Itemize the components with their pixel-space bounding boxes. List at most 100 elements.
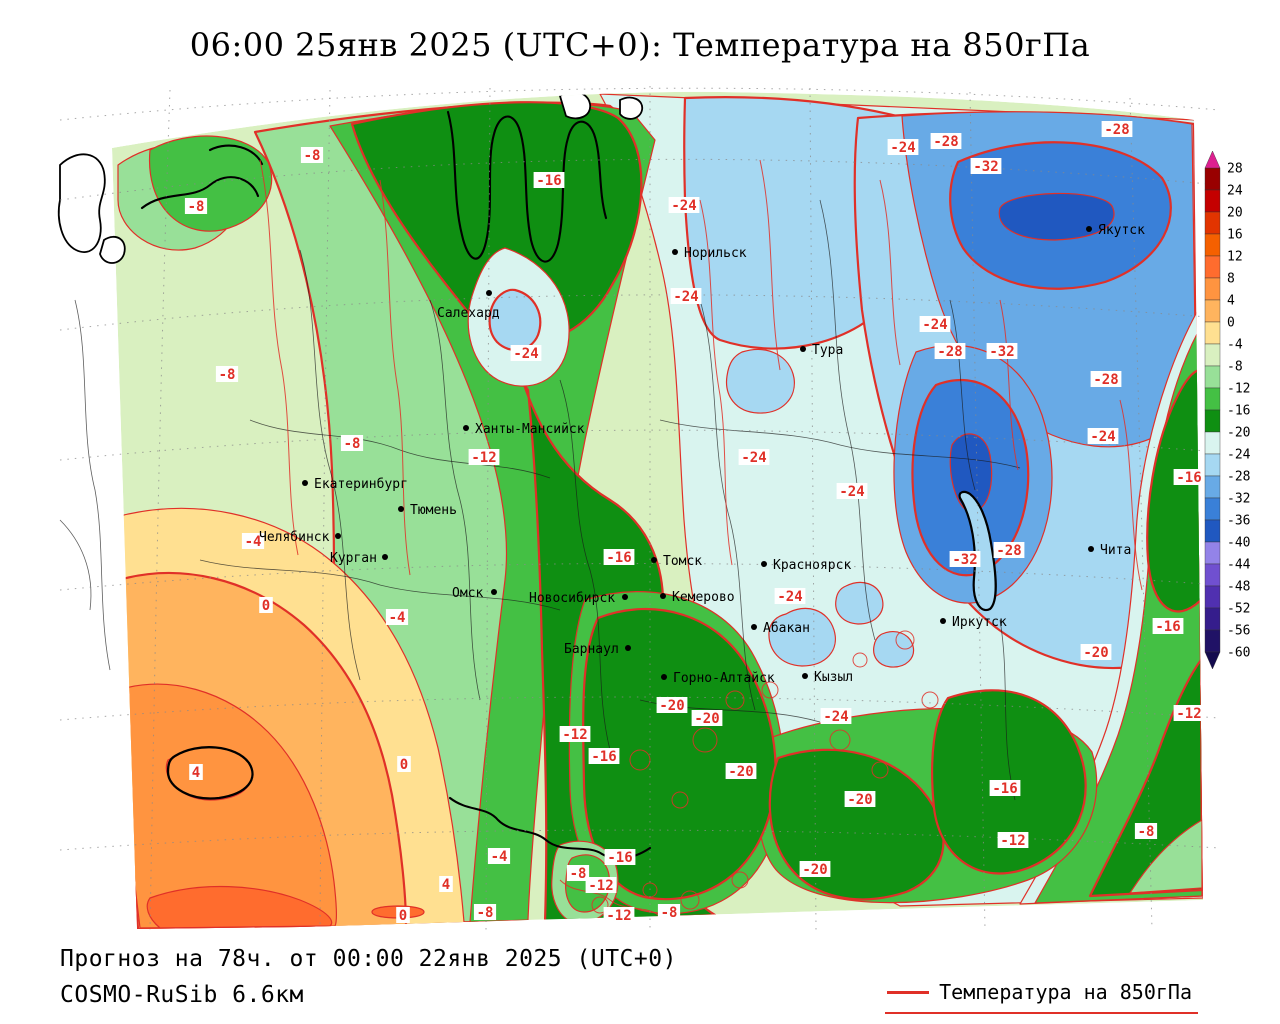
contour-label: 4 xyxy=(192,765,200,781)
contour-label-box xyxy=(738,449,770,465)
city-label: Омск xyxy=(452,586,483,601)
city-label: Чита xyxy=(1100,543,1131,558)
colorbar-tick-label: 28 xyxy=(1227,162,1243,177)
contour-label: -16 xyxy=(591,749,616,765)
city-dot xyxy=(651,557,657,563)
contour-label-box xyxy=(241,533,265,549)
colorbar-tick-label: 20 xyxy=(1227,206,1243,221)
minor-contour-loop xyxy=(852,652,868,668)
region-ob-tongue-core xyxy=(488,288,542,352)
colorbar-tick-label: -20 xyxy=(1227,426,1250,441)
contour-label-box xyxy=(997,832,1029,848)
contour-label-box xyxy=(970,158,1002,174)
contour-label-box xyxy=(487,848,511,864)
city-dot xyxy=(1086,226,1092,232)
contour-label: -4 xyxy=(491,849,508,865)
contour-label-box xyxy=(993,542,1025,558)
contour-label: -32 xyxy=(973,159,998,175)
region-south-dark-1 xyxy=(582,607,777,901)
city-dot xyxy=(802,673,808,679)
city-dot xyxy=(398,506,404,512)
city-label: Новосибирск xyxy=(529,591,615,606)
colorbar-band xyxy=(1204,607,1221,631)
region-minus24-pocket-3 xyxy=(873,631,915,668)
city-label: Норильск xyxy=(684,246,747,261)
contour-label-box xyxy=(887,139,919,155)
minor-contour-loop xyxy=(731,871,749,889)
city-label: Ханты-Мансийск xyxy=(475,422,585,437)
minor-contour xyxy=(879,179,901,366)
contour-label-box xyxy=(385,609,409,625)
contour-label-box xyxy=(439,876,453,892)
contour-label: -28 xyxy=(996,543,1021,559)
contour-label-box xyxy=(1134,823,1158,839)
colorbar-tick-label: 4 xyxy=(1227,294,1235,309)
colorbar-tick-label: 8 xyxy=(1227,272,1235,287)
colorbar: 28 24 20 16 12 8 4 0 -4 -8 -12 -16 -20 -24 -28 -32 -36 -4… xyxy=(1204,150,1251,670)
region-minus24-pocket-2 xyxy=(835,581,884,625)
colorbar-band xyxy=(1204,277,1221,301)
contour-label-box xyxy=(986,343,1018,359)
temperature-field xyxy=(112,91,1203,929)
colorbar-tick-label: -12 xyxy=(1227,382,1250,397)
contour-label-box xyxy=(585,877,617,893)
colorbar-band xyxy=(1204,343,1221,367)
contour-label-box xyxy=(259,597,273,613)
contour-label-box xyxy=(603,907,635,923)
colorbar-tick-label: -60 xyxy=(1227,646,1250,661)
contour-label: -24 xyxy=(673,289,698,305)
contour-label-box xyxy=(949,551,981,567)
contour-label-box xyxy=(799,861,831,877)
colorbar-tick-label: 16 xyxy=(1227,228,1243,243)
colorbar-tick-label: -32 xyxy=(1227,492,1250,507)
contour-label: -20 xyxy=(659,698,684,714)
admin-border xyxy=(819,199,876,641)
colorbar-band xyxy=(1204,167,1221,191)
admin-border xyxy=(429,299,481,701)
city-dot xyxy=(672,249,678,255)
contour-label-box xyxy=(533,172,565,188)
colorbar-band xyxy=(1204,365,1221,389)
minor-contour-loop xyxy=(761,681,779,699)
city-label: Томск xyxy=(663,554,702,569)
region-east-darkgreen-1 xyxy=(1146,368,1203,613)
colorbar-tick-label: -56 xyxy=(1227,624,1250,639)
minor-contour-loop xyxy=(921,691,939,709)
contour-label: -32 xyxy=(989,344,1014,360)
colorbar-tick-label: -52 xyxy=(1227,602,1250,617)
contour-label: -12 xyxy=(588,878,613,894)
contour-label: -28 xyxy=(933,134,958,150)
contour-label: -12 xyxy=(1176,706,1201,722)
minor-contour xyxy=(759,159,781,371)
arctic-coast-west xyxy=(140,176,260,210)
region-4-8-orange xyxy=(112,683,337,929)
admin-border xyxy=(699,299,756,711)
city-label: Кызыл xyxy=(814,670,853,685)
contour-label: -28 xyxy=(1093,372,1118,388)
temperature-contour-line-sample xyxy=(887,990,930,994)
contour-label-box xyxy=(397,756,411,772)
contour-label: 0 xyxy=(262,598,270,614)
colorbar-band xyxy=(1204,233,1221,257)
contour-label: -20 xyxy=(802,862,827,878)
city-dot xyxy=(335,533,341,539)
contour-label: -8 xyxy=(188,199,205,215)
contour-label-box xyxy=(1152,618,1184,634)
colorbar-band xyxy=(1204,387,1221,411)
minor-contour xyxy=(559,879,659,916)
city-dot xyxy=(800,346,806,352)
contour-label: -24 xyxy=(922,317,947,333)
admin-border-margin xyxy=(59,519,92,611)
minor-contour-loop xyxy=(629,749,651,771)
contour-label: -16 xyxy=(536,173,561,189)
contour-label-box xyxy=(670,288,702,304)
contour-label-box xyxy=(774,588,806,604)
contour-label-box xyxy=(844,791,876,807)
contour-label: -16 xyxy=(992,781,1017,797)
city-dot xyxy=(382,554,388,560)
contour-label-box xyxy=(473,904,497,920)
colorbar-band xyxy=(1204,629,1221,653)
contour-label-box xyxy=(1173,469,1205,485)
contour-label-box xyxy=(603,549,635,565)
minor-contour-loop xyxy=(895,630,915,650)
